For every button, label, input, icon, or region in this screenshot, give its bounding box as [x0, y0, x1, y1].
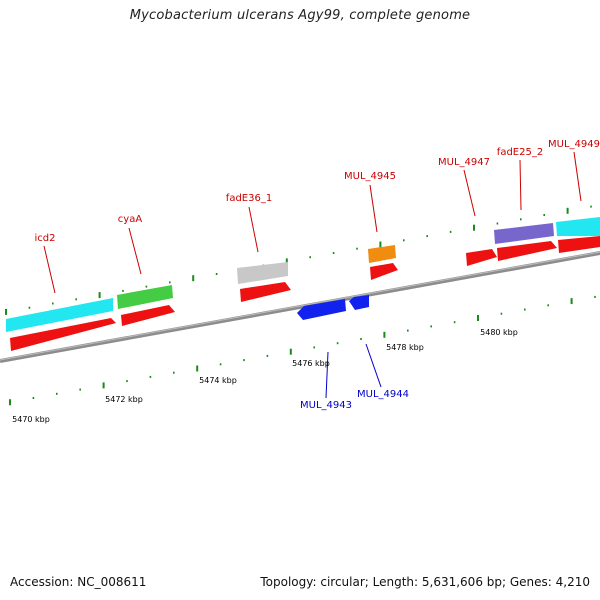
map-title: Mycobacterium ulcerans Agy99, complete g… — [129, 8, 471, 23]
leader-MUL_4949 — [573, 151, 582, 202]
kbp-label-5480: 5480 kbp — [480, 328, 518, 337]
kbp-label-5472: 5472 kbp — [105, 395, 143, 404]
outer-tick-ring — [5, 205, 592, 315]
label-leaders — [43, 151, 582, 399]
gene-red-MUL_4949 — [558, 236, 600, 253]
leader-cyaA — [128, 227, 142, 275]
gene-label-MUL_4944: MUL_4944 — [357, 389, 409, 400]
genome-backbone-highlight — [0, 251, 600, 361]
genome-backbone — [0, 251, 600, 363]
kbp-label-5474: 5474 kbp — [199, 376, 237, 385]
leader-fadE36_1 — [248, 206, 259, 253]
leader-MUL_4943 — [325, 351, 329, 399]
kbp-label-5470: 5470 kbp — [12, 415, 50, 424]
gene-label-cyaA: cyaA — [118, 214, 143, 225]
gene-labels: icd2 cyaA fadE36_1 MUL_4945 MUL_4947 fad… — [35, 139, 600, 411]
gene-label-MUL_4949: MUL_4949 — [548, 139, 600, 150]
gene-red-MUL_4945 — [370, 263, 398, 280]
genome-summary-text: Topology: circular; Length: 5,631,606 bp… — [260, 575, 590, 589]
gene-label-fadE25_2: fadE25_2 — [497, 147, 543, 158]
gene-label-MUL_4945: MUL_4945 — [344, 171, 396, 182]
forward-features — [6, 217, 600, 351]
gene-cyan-icd2 — [6, 298, 113, 332]
gene-label-MUL_4947: MUL_4947 — [438, 157, 490, 168]
inner-tick-ring — [9, 295, 596, 406]
kbp-labels: 5470 kbp 5472 kbp 5474 kbp 5476 kbp 5478… — [12, 328, 518, 424]
gene-red-cyaA — [121, 305, 175, 326]
leader-fadE25_2 — [519, 159, 522, 211]
leader-MUL_4945 — [369, 184, 378, 233]
gene-red-fadE25_2 — [497, 241, 557, 261]
gene-label-MUL_4943: MUL_4943 — [300, 400, 352, 411]
accession-text: Accession: NC_008611 — [10, 575, 147, 589]
gene-label-icd2: icd2 — [35, 233, 56, 244]
gene-label-fadE36_1: fadE36_1 — [226, 193, 272, 204]
leader-MUL_4947 — [463, 169, 476, 217]
gene-green-cyaA — [117, 285, 173, 309]
gene-red-fadE36_1 — [240, 282, 291, 302]
gene-blue-MUL_4943 — [297, 299, 346, 320]
gene-orange-MUL_4945 — [368, 245, 396, 263]
kbp-label-5476: 5476 kbp — [292, 359, 330, 368]
gene-red-MUL_4947 — [466, 249, 497, 266]
leader-MUL_4944 — [365, 343, 382, 388]
kbp-label-5478: 5478 kbp — [386, 343, 424, 352]
gene-gray-fadE36_1 — [237, 262, 288, 284]
leader-icd2 — [43, 245, 56, 294]
gene-blue-MUL_4944 — [349, 295, 369, 310]
gene-purple-fadE25_2 — [494, 223, 554, 244]
gene-cyan-MUL_4949 — [556, 217, 600, 236]
reverse-features — [297, 295, 369, 320]
gene-red-icd2 — [10, 318, 116, 351]
